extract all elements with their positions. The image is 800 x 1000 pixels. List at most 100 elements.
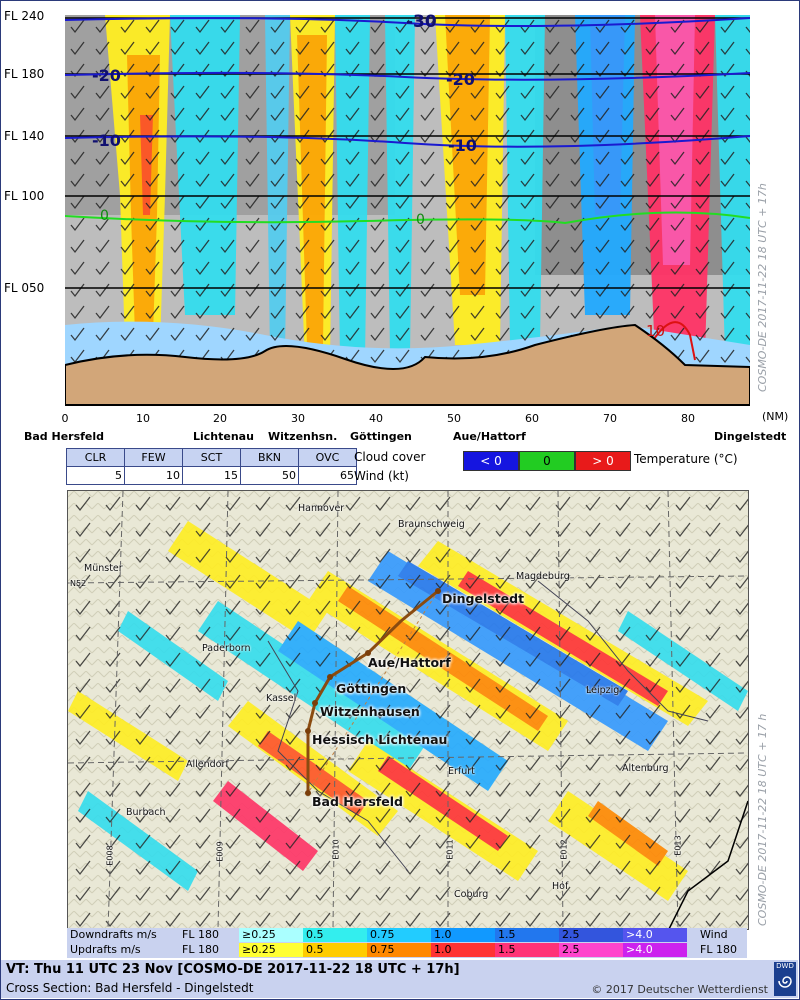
- grid-label: E013: [673, 835, 683, 856]
- temp-legend-above-zero: > 0: [575, 451, 631, 471]
- city-label: Allendorf: [186, 759, 229, 770]
- x-tick: 0: [61, 412, 69, 425]
- updrafts-label: Updrafts m/s: [70, 943, 141, 956]
- city-label: Magdeburg: [516, 571, 570, 582]
- city-label: Münster: [84, 563, 123, 574]
- map-side-text: COSMO-DE 2017-11-22 18 UTC + 17 h: [756, 713, 769, 926]
- valid-time: VT: Thu 11 UTC 23 Nov [COSMO-DE 2017-11-…: [6, 962, 460, 977]
- updraft-swatch: 2.5: [559, 943, 623, 957]
- wind-value: 5: [66, 466, 125, 485]
- cross-section-title: Cross Section: Bad Hersfeld - Dingelsted…: [6, 981, 254, 995]
- downdraft-swatch: 0.75: [367, 928, 431, 942]
- cc-header: CLR: [66, 448, 125, 467]
- dwd-logo-text: DWD: [776, 962, 794, 970]
- draft-legend: Downdrafts m/s FL 180 ≥0.25 0.5 0.75 1.0…: [67, 928, 747, 958]
- place-label: Göttingen: [350, 430, 412, 443]
- isotherm-label: -20: [92, 66, 121, 85]
- updraft-swatch: ≥0.25: [239, 943, 303, 957]
- route-label: Aue/Hattorf: [368, 655, 451, 670]
- city-label: Braunschweig: [398, 519, 465, 530]
- x-tick: 70: [603, 412, 617, 425]
- place-label: Bad Hersfeld: [24, 430, 105, 443]
- downdraft-swatch: 1.5: [495, 928, 559, 942]
- temp-legend-zero: 0: [519, 451, 575, 471]
- wind-legend-label: Wind: [700, 928, 728, 941]
- fl-label-050: FL 050: [4, 281, 45, 295]
- isotherm-label: -10: [448, 136, 477, 155]
- map-canvas: [67, 490, 749, 932]
- downdraft-swatch: 0.5: [303, 928, 367, 942]
- city-label: Hof: [552, 881, 569, 892]
- isotherm-label: -10: [92, 131, 121, 150]
- updraft-swatch: 0.5: [303, 943, 367, 957]
- fl-label-180: FL 180: [4, 67, 45, 81]
- updrafts-row: Updrafts m/s FL 180 ≥0.25 0.5 0.75 1.0 1…: [67, 943, 747, 958]
- grid-label: E009: [215, 841, 225, 862]
- footer-bar: [1, 960, 798, 998]
- isotherm-label: 0: [100, 208, 109, 224]
- x-tick: 20: [213, 412, 227, 425]
- dwd-logo: DWD: [774, 962, 796, 996]
- isotherm-label: -20: [446, 70, 475, 89]
- city-label: Erfurt: [448, 766, 475, 777]
- wind-legend-level: FL 180: [700, 943, 737, 956]
- cc-header: FEW: [124, 448, 183, 467]
- grid-label: E012: [559, 839, 569, 860]
- place-label: Lichtenau: [193, 430, 254, 443]
- cc-header: BKN: [240, 448, 299, 467]
- updraft-swatch: 1.0: [431, 943, 495, 957]
- wind-value: 10: [124, 466, 183, 485]
- downdrafts-level: FL 180: [182, 928, 219, 941]
- copyright: © 2017 Deutscher Wetterdienst: [591, 983, 768, 996]
- cross-section-plot: [65, 15, 750, 405]
- updrafts-level: FL 180: [182, 943, 219, 956]
- downdrafts-label: Downdrafts m/s: [70, 928, 157, 941]
- city-label: Leipzig: [586, 685, 620, 696]
- city-label: Altenburg: [622, 763, 669, 774]
- updraft-swatch: >4.0: [623, 943, 687, 957]
- grid-label: E010: [331, 839, 341, 860]
- x-unit: (NM): [762, 410, 789, 423]
- map-panel: Hannover Braunschweig Münster Magdeburg …: [67, 490, 749, 932]
- isotherm-label: 10: [646, 322, 666, 340]
- isotherm-label: -30: [406, 12, 437, 32]
- cc-header: OVC: [298, 448, 357, 467]
- x-tick: 60: [525, 412, 539, 425]
- route-label: Witzenhausen: [320, 704, 420, 719]
- updraft-swatch: 0.75: [367, 943, 431, 957]
- x-tick: 10: [136, 412, 150, 425]
- isotherm-label: 0: [416, 212, 425, 228]
- place-label: Aue/Hattorf: [453, 430, 526, 443]
- city-label: Paderborn: [202, 643, 251, 654]
- x-tick: 30: [291, 412, 305, 425]
- grid-label: N52: [70, 579, 87, 588]
- city-label: Hannover: [298, 503, 345, 514]
- fl-label-240: FL 240: [4, 9, 45, 23]
- route-label: Bad Hersfeld: [312, 794, 403, 809]
- city-label: Kassel: [266, 693, 297, 704]
- fl-label-100: FL 100: [4, 189, 45, 203]
- downdraft-swatch: 1.0: [431, 928, 495, 942]
- cc-header: SCT: [182, 448, 241, 467]
- temperature-label: Temperature (°C): [634, 452, 738, 466]
- wind-label: Wind (kt): [354, 469, 409, 483]
- place-label: Witzenhsn.: [268, 430, 338, 443]
- dwd-spiral-icon: [778, 976, 792, 988]
- temp-legend-below-zero: < 0: [463, 451, 519, 471]
- wind-value: 50: [240, 466, 299, 485]
- downdraft-swatch: >4.0: [623, 928, 687, 942]
- city-label: Coburg: [454, 889, 489, 900]
- place-label: Dingelstedt: [714, 430, 787, 443]
- downdraft-swatch: ≥0.25: [239, 928, 303, 942]
- downdrafts-row: Downdrafts m/s FL 180 ≥0.25 0.5 0.75 1.0…: [67, 928, 747, 943]
- cloud-cover-label: Cloud cover: [354, 450, 426, 464]
- x-tick: 50: [447, 412, 461, 425]
- updraft-swatch: 1.5: [495, 943, 559, 957]
- downdraft-swatch: 2.5: [559, 928, 623, 942]
- x-axis-line: [65, 405, 750, 406]
- cross-section-side-text: COSMO-DE 2017-11-22 18 UTC + 17h: [756, 183, 769, 392]
- route-label: Hessisch Lichtenau: [312, 732, 448, 747]
- wind-value: 15: [182, 466, 241, 485]
- grid-label: E011: [445, 839, 455, 860]
- grid-label: E008: [105, 845, 115, 866]
